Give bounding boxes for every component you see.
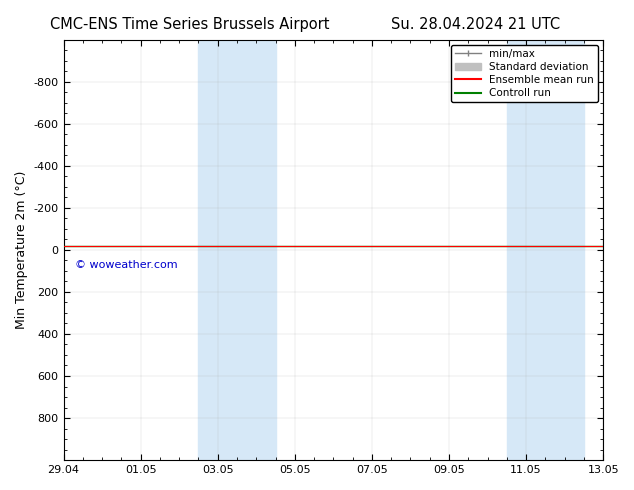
- Legend: min/max, Standard deviation, Ensemble mean run, Controll run: min/max, Standard deviation, Ensemble me…: [451, 45, 598, 102]
- Text: © woweather.com: © woweather.com: [75, 260, 178, 270]
- Y-axis label: Min Temperature 2m (°C): Min Temperature 2m (°C): [15, 171, 28, 329]
- Bar: [507, 40, 584, 460]
- Text: CMC-ENS Time Series Brussels Airport: CMC-ENS Time Series Brussels Airport: [51, 17, 330, 32]
- Text: Su. 28.04.2024 21 UTC: Su. 28.04.2024 21 UTC: [391, 17, 560, 32]
- Bar: [198, 40, 276, 460]
